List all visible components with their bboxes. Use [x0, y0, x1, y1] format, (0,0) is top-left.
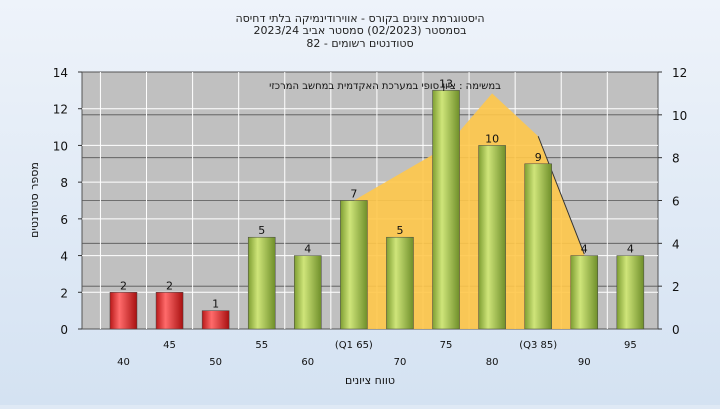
chart-title: היסטוגרמת ציונים בקורס - אווירודינמיקה ב…	[235, 12, 484, 50]
bar-value-label: 10	[485, 132, 499, 145]
bar-value-label: 13	[439, 77, 453, 90]
x-tick-label: 55	[255, 340, 268, 351]
bar-value-label: 4	[304, 243, 311, 256]
y-axis-label: מספר סטודנטים	[28, 162, 41, 238]
histogram-bar	[247, 236, 276, 330]
y2-tick-label: 12	[672, 66, 687, 80]
y2-tick-label: 8	[672, 152, 680, 166]
x-tick-label: 80	[486, 357, 499, 368]
bar-value-label: 7	[350, 188, 357, 201]
title-line-3: סטודנטים רשומים - 82	[306, 37, 413, 50]
y2-tick-label: 10	[672, 109, 687, 123]
y-tick-label: 14	[53, 66, 68, 80]
y-tick-label: 8	[60, 176, 68, 190]
histogram-bar	[155, 292, 184, 330]
histogram-bar	[616, 255, 645, 330]
bar-value-label: 5	[396, 224, 403, 237]
y2-tick-label: 0	[672, 323, 680, 337]
x-axis-label: טווח ציונים	[345, 374, 395, 387]
x-tick-label: 50	[209, 357, 222, 368]
bar-value-label: 1	[212, 298, 219, 311]
histogram-bar	[478, 145, 506, 330]
title-line-2: בסמסטר (02/2023) סמסטר אביב 2023/24	[253, 24, 466, 37]
bar-value-label: 5	[258, 224, 265, 237]
histogram-bar	[340, 200, 368, 330]
y2-tick-label: 6	[672, 195, 680, 209]
bar-value-label: 4	[627, 243, 634, 256]
x-tick-label: 70	[394, 357, 407, 368]
x-tick-label: 90	[578, 357, 591, 368]
histogram-bar	[570, 255, 599, 330]
distribution-edge	[537, 136, 585, 255]
y2-tick-label: 4	[672, 237, 680, 251]
title-line-1: היסטוגרמת ציונים בקורס - אווירודינמיקה ב…	[235, 12, 484, 25]
bar-value-label: 9	[535, 151, 542, 164]
bar-value-label: 4	[581, 243, 588, 256]
y2-tick-label: 2	[672, 280, 680, 294]
bar-value-label: 2	[120, 279, 127, 292]
y-tick-label: 4	[60, 250, 68, 264]
x-tick-label: 40	[117, 357, 130, 368]
histogram-bar	[524, 163, 552, 330]
x-tick-label: (Q3 85)	[519, 340, 557, 351]
x-tick-label: 95	[624, 340, 637, 351]
x-tick-label: 75	[440, 340, 453, 351]
x-tick-label: 45	[163, 340, 176, 351]
bar-value-label: 2	[166, 279, 173, 292]
chart-annotation: במשימה : ציון סופי במערכת האקדמית במחשב …	[269, 81, 501, 92]
bars-layer: 2 2 1 5 4 7 5 13 10 9 4 4	[109, 77, 645, 330]
x-tick-label: 60	[301, 357, 314, 368]
histogram-bar	[294, 255, 322, 330]
x-tick-label: (Q1 65)	[335, 340, 373, 351]
histogram-bar	[201, 310, 230, 330]
histogram-bar	[109, 292, 138, 330]
histogram-bar	[386, 236, 414, 330]
y-tick-label: 12	[53, 103, 68, 117]
histogram-bar	[432, 90, 460, 330]
y-tick-label: 0	[60, 323, 68, 337]
y-tick-label: 10	[53, 139, 68, 153]
y-tick-label: 6	[60, 213, 68, 227]
y-tick-label: 2	[60, 286, 68, 300]
